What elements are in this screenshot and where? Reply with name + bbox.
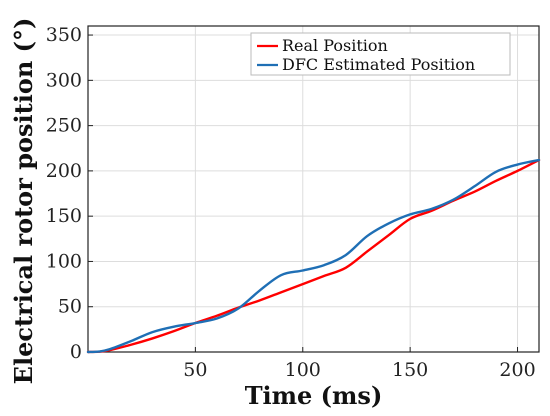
x-tick-label: 100	[285, 359, 321, 381]
legend: Real Position DFC Estimated Position	[250, 32, 511, 76]
grid	[88, 26, 539, 353]
series-group	[86, 158, 541, 354]
y-axis-title: Electrical rotor position (°)	[9, 18, 38, 385]
y-tick-label: 200	[46, 160, 82, 182]
y-tick-label: 0	[70, 341, 82, 363]
y-tick-label: 150	[46, 205, 82, 227]
legend-label-dfc-estimated-position: DFC Estimated Position	[282, 55, 475, 74]
y-tick-label: 250	[46, 115, 82, 137]
x-tick-label: 200	[499, 359, 535, 381]
legend-label-real-position: Real Position	[282, 36, 388, 55]
y-tick-label: 300	[46, 69, 82, 91]
legend-box	[250, 32, 511, 76]
series-line-dfc-estimated-position	[86, 158, 541, 354]
y-tick-label: 100	[46, 250, 82, 272]
y-tick-label: 50	[58, 296, 82, 318]
x-axis-title: Time (ms)	[245, 381, 383, 410]
x-tick-label: 50	[183, 359, 207, 381]
y-tick-label: 350	[46, 24, 82, 46]
x-tick-label: 150	[392, 359, 428, 381]
plot-frame	[87, 25, 540, 353]
series-line-real-position	[86, 158, 541, 354]
ticks: 50 100 150 200 0 50 100 150 200 250 300 350	[46, 24, 536, 381]
